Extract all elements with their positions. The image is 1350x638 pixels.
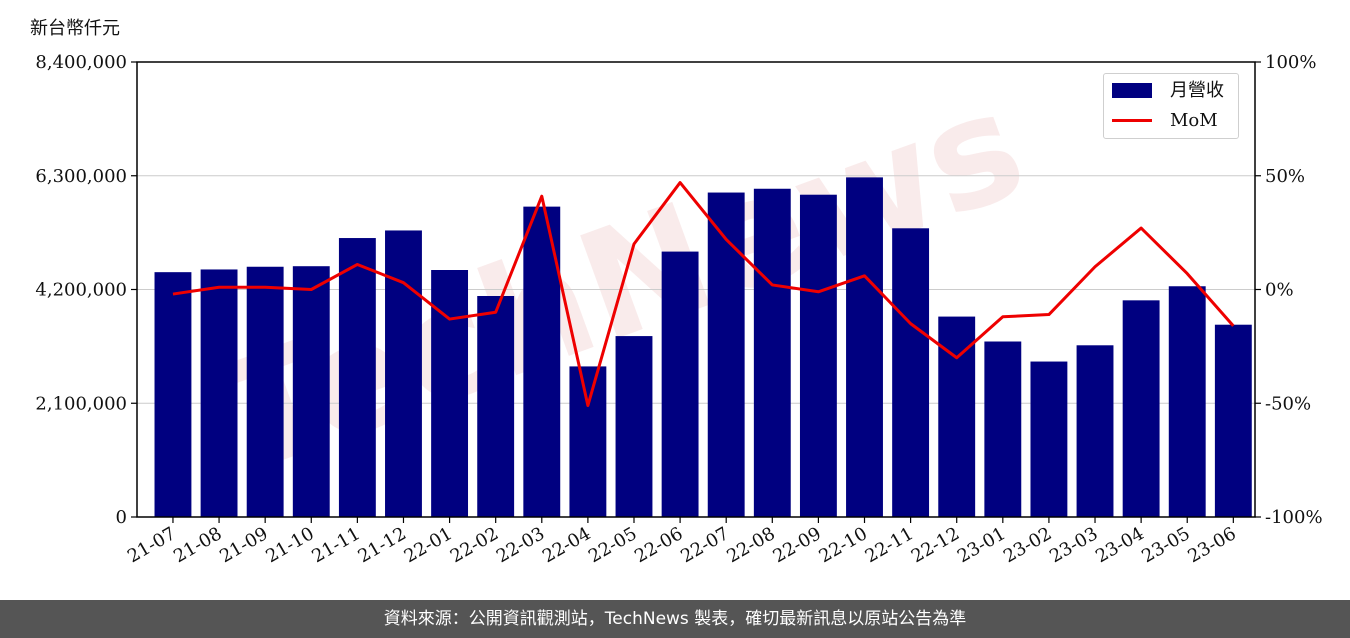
y-right-tick-label: -50%: [1265, 393, 1311, 414]
bar-22-11: [892, 228, 930, 517]
bar-23-02: [1030, 361, 1068, 517]
x-tick-label: 22-10: [816, 523, 871, 567]
x-tick-label: 21-10: [262, 523, 317, 567]
y-left-tick-label: 0: [116, 507, 127, 528]
x-tick-label: 22-08: [723, 523, 778, 567]
y-right-tick-label: 50%: [1265, 166, 1305, 187]
x-tick-label: 23-02: [1000, 523, 1055, 567]
x-tick-label: 23-03: [1046, 523, 1101, 567]
y-right-tick-label: -100%: [1265, 507, 1323, 528]
y-axis-unit-label: 新台幣仟元: [30, 18, 120, 39]
x-tick-label: 21-08: [170, 523, 225, 567]
x-tick-label: 22-07: [677, 523, 732, 567]
chart-svg: TechNews02,100,0004,200,0006,300,0008,40…: [35, 52, 1323, 567]
bar-22-05: [615, 336, 653, 517]
x-tick-label: 22-05: [585, 523, 640, 567]
bar-21-11: [338, 238, 376, 517]
y-left-tick-label: 6,300,000: [35, 166, 127, 187]
y-left-tick-label: 4,200,000: [35, 280, 127, 301]
legend-label-revenue: 月營收: [1170, 80, 1224, 101]
legend-swatch-mom: [1112, 119, 1152, 122]
bar-22-07: [707, 192, 745, 517]
x-tick-label: 22-01: [401, 523, 456, 567]
x-tick-label: 22-12: [908, 523, 963, 567]
y-left-tick-label: 2,100,000: [35, 393, 127, 414]
x-tick-label: 21-09: [216, 523, 271, 567]
bar-21-10: [292, 266, 330, 517]
bar-21-09: [246, 266, 284, 517]
chart: TechNews 0 2,100,000 4,200,000 6,300,000 8,40…: [30, 18, 1323, 567]
bar-23-06: [1214, 324, 1252, 517]
y-right-tick-label: 100%: [1265, 52, 1316, 73]
bar-22-08: [753, 188, 791, 517]
x-tick-label: 23-04: [1092, 523, 1147, 567]
bar-21-07: [154, 272, 192, 517]
legend-item-mom: MoM: [1112, 108, 1236, 134]
bar-21-08: [200, 269, 238, 517]
bar-22-09: [799, 194, 837, 518]
x-tick-label: 21-12: [355, 523, 410, 567]
x-tick-label: 22-06: [631, 523, 686, 567]
bar-23-01: [984, 341, 1022, 517]
legend: 月營收 MoM: [1103, 73, 1239, 139]
x-tick-label: 22-11: [862, 523, 917, 567]
x-tick-label: 22-04: [539, 523, 594, 567]
x-tick-label: 22-02: [447, 523, 502, 567]
x-tick-label: 21-07: [124, 523, 179, 567]
legend-swatch-revenue: [1112, 83, 1152, 98]
x-tick-label: 22-09: [769, 523, 824, 567]
bar-22-10: [846, 177, 883, 517]
bar-22-02: [477, 296, 515, 517]
x-tick-label: 23-06: [1184, 523, 1239, 567]
bar-23-04: [1122, 300, 1160, 517]
x-tick-label: 21-11: [308, 523, 363, 567]
y-right-tick-label: 0%: [1265, 280, 1294, 301]
bar-23-05: [1168, 286, 1206, 517]
y-left-tick-label: 8,400,000: [35, 52, 127, 73]
bar-23-03: [1076, 345, 1114, 517]
mom-line: [172, 181, 1235, 408]
legend-item-revenue: 月營收: [1112, 78, 1236, 104]
bar-21-12: [385, 230, 422, 518]
x-tick-label: 23-05: [1138, 523, 1193, 567]
bar-22-06: [661, 251, 699, 518]
x-tick-label: 23-01: [954, 523, 1009, 567]
footer-source-note: 資料來源：公開資訊觀測站，TechNews 製表，確切最新訊息以原站公告為準: [0, 600, 1350, 638]
legend-label-mom: MoM: [1170, 110, 1218, 131]
bar-22-04: [569, 366, 607, 517]
x-tick-label: 22-03: [493, 523, 548, 567]
